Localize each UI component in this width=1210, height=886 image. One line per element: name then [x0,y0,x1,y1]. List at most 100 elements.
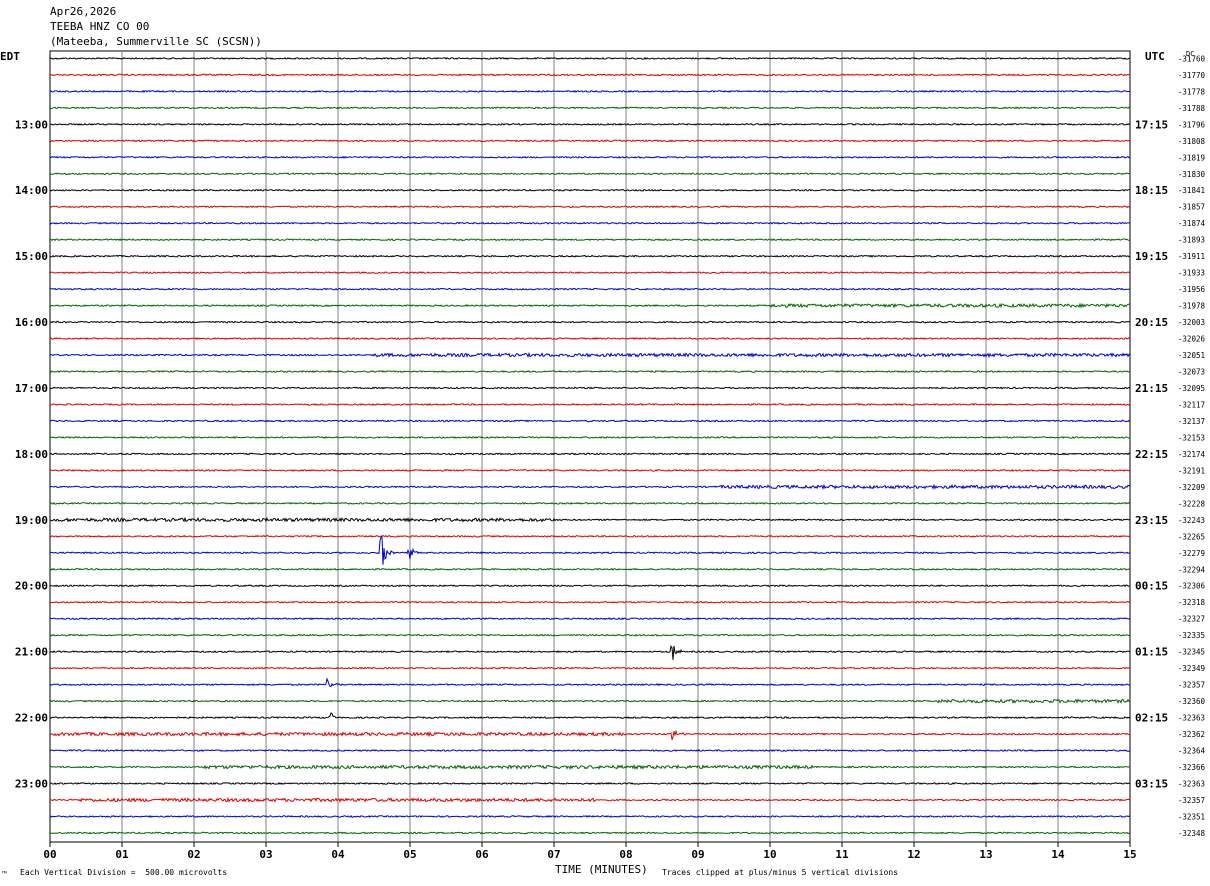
dc-offset-label: -32243 [1178,516,1205,525]
dc-offset-label: -32294 [1178,565,1206,574]
dc-offset-label: -32362 [1178,730,1205,739]
dc-offset-label: -32095 [1178,384,1205,393]
dc-offset-label: -31778 [1178,87,1206,96]
x-tick-label: 05 [403,848,416,861]
left-hour-label: 16:00 [15,316,48,329]
left-hour-label: 15:00 [15,250,48,263]
trace-line [49,320,1131,324]
trace-line [49,351,1131,359]
x-tick-label: 04 [331,848,345,861]
trace-line [49,435,1131,439]
trace-line [49,155,1131,159]
right-hour-label: 17:15 [1135,118,1168,131]
footer-scale: Each Vertical Division = 500.00 microvol… [20,868,228,877]
dc-offset-label: -31808 [1178,137,1206,146]
dc-offset-label: -31933 [1178,269,1205,278]
trace-line [49,677,1131,687]
dc-offset-label: -32026 [1178,335,1206,344]
trace-line [49,645,1131,660]
dc-offset-label: -31978 [1178,302,1206,311]
dc-offset-label: -32335 [1178,631,1205,640]
trace-line [49,729,1131,740]
trace-line [49,814,1131,818]
trace-line [49,600,1131,604]
x-tick-label: 14 [1051,848,1065,861]
trace-line [49,205,1131,209]
right-hour-label: 00:15 [1135,580,1168,593]
dc-offset-label: -32073 [1178,368,1205,377]
trace-line [50,617,1131,621]
trace-line [49,106,1131,110]
dc-offset-label: -32051 [1178,351,1205,360]
left-hour-label: 23:00 [15,777,48,790]
x-tick-label: 13 [979,848,992,861]
dc-offset-label: -32357 [1178,681,1205,690]
footer-mark: ™ [2,870,7,879]
dc-offset-label: -32306 [1178,582,1206,591]
dc-offset-label: -32318 [1178,598,1206,607]
trace-line [49,287,1131,291]
x-tick-label: 06 [475,848,489,861]
trace-line [49,122,1131,126]
trace-line [49,56,1131,60]
dc-offset-label: -31893 [1178,236,1205,245]
left-hour-label: 14:00 [15,184,48,197]
trace-line [49,501,1131,505]
left-hour-label: 19:00 [15,514,48,527]
dc-offset-label: -31796 [1178,120,1206,129]
right-hour-label: 02:15 [1135,712,1168,725]
trace-line [49,763,1131,770]
trace-line [49,419,1131,423]
x-tick-label: 00 [43,848,56,861]
trace-line [49,468,1131,472]
left-hour-label: 22:00 [15,712,48,725]
dc-offset-label: -32003 [1178,318,1205,327]
x-tick-label: 12 [907,848,920,861]
dc-offset-label: -32265 [1178,532,1205,541]
trace-line [49,567,1131,571]
left-hour-label: 13:00 [15,118,48,131]
left-hour-label: 20:00 [15,580,48,593]
right-hour-label: 01:15 [1135,646,1168,659]
trace-line [49,271,1131,275]
trace-line [49,386,1131,390]
dc-offset-label: -32174 [1178,450,1206,459]
trace-line [49,749,1131,752]
trace-line [49,139,1131,143]
dc-offset-label: -31830 [1178,170,1206,179]
header-station: TEEBA HNZ CO 00 [50,20,150,33]
x-tick-label: 03 [259,848,272,861]
right-hour-label: 21:15 [1135,382,1168,395]
dc-offset-label: -32191 [1178,466,1205,475]
x-tick-label: 02 [187,848,200,861]
trace-line [49,633,1131,637]
x-tick-label: 15 [1123,848,1136,861]
trace-line [49,369,1131,374]
trace-line [49,534,1131,538]
x-tick-label: 01 [115,848,129,861]
dc-offset-label: -32360 [1178,697,1206,706]
dc-offset-label: -32327 [1178,615,1205,624]
right-hour-label: 20:15 [1135,316,1168,329]
footer-clip: Traces clipped at plus/minus 5 vertical … [662,868,899,877]
trace-line [49,452,1131,456]
trace-line [49,831,1131,835]
dc-offset-label: -32348 [1178,829,1206,838]
trace-line [49,666,1131,670]
trace-line [49,73,1131,77]
trace-line [49,172,1131,176]
dc-offset-label: -31819 [1178,153,1205,162]
left-hour-label: 18:00 [15,448,48,461]
trace-line [49,188,1130,192]
dc-offset-label: -32364 [1178,747,1206,756]
dc-offset-label: -32351 [1178,812,1205,821]
dc-offset-label: -31841 [1178,186,1205,195]
dc-offset-label: -31788 [1178,104,1206,113]
trace-line [49,712,1131,720]
dc-offset-label: -32363 [1178,779,1205,788]
header-location: (Mateeba, Summerville SC (SCSN)) [50,35,262,48]
dc-offset-label: -32228 [1178,499,1206,508]
dc-label: DC [1186,50,1195,58]
right-hour-label: 03:15 [1135,777,1168,790]
